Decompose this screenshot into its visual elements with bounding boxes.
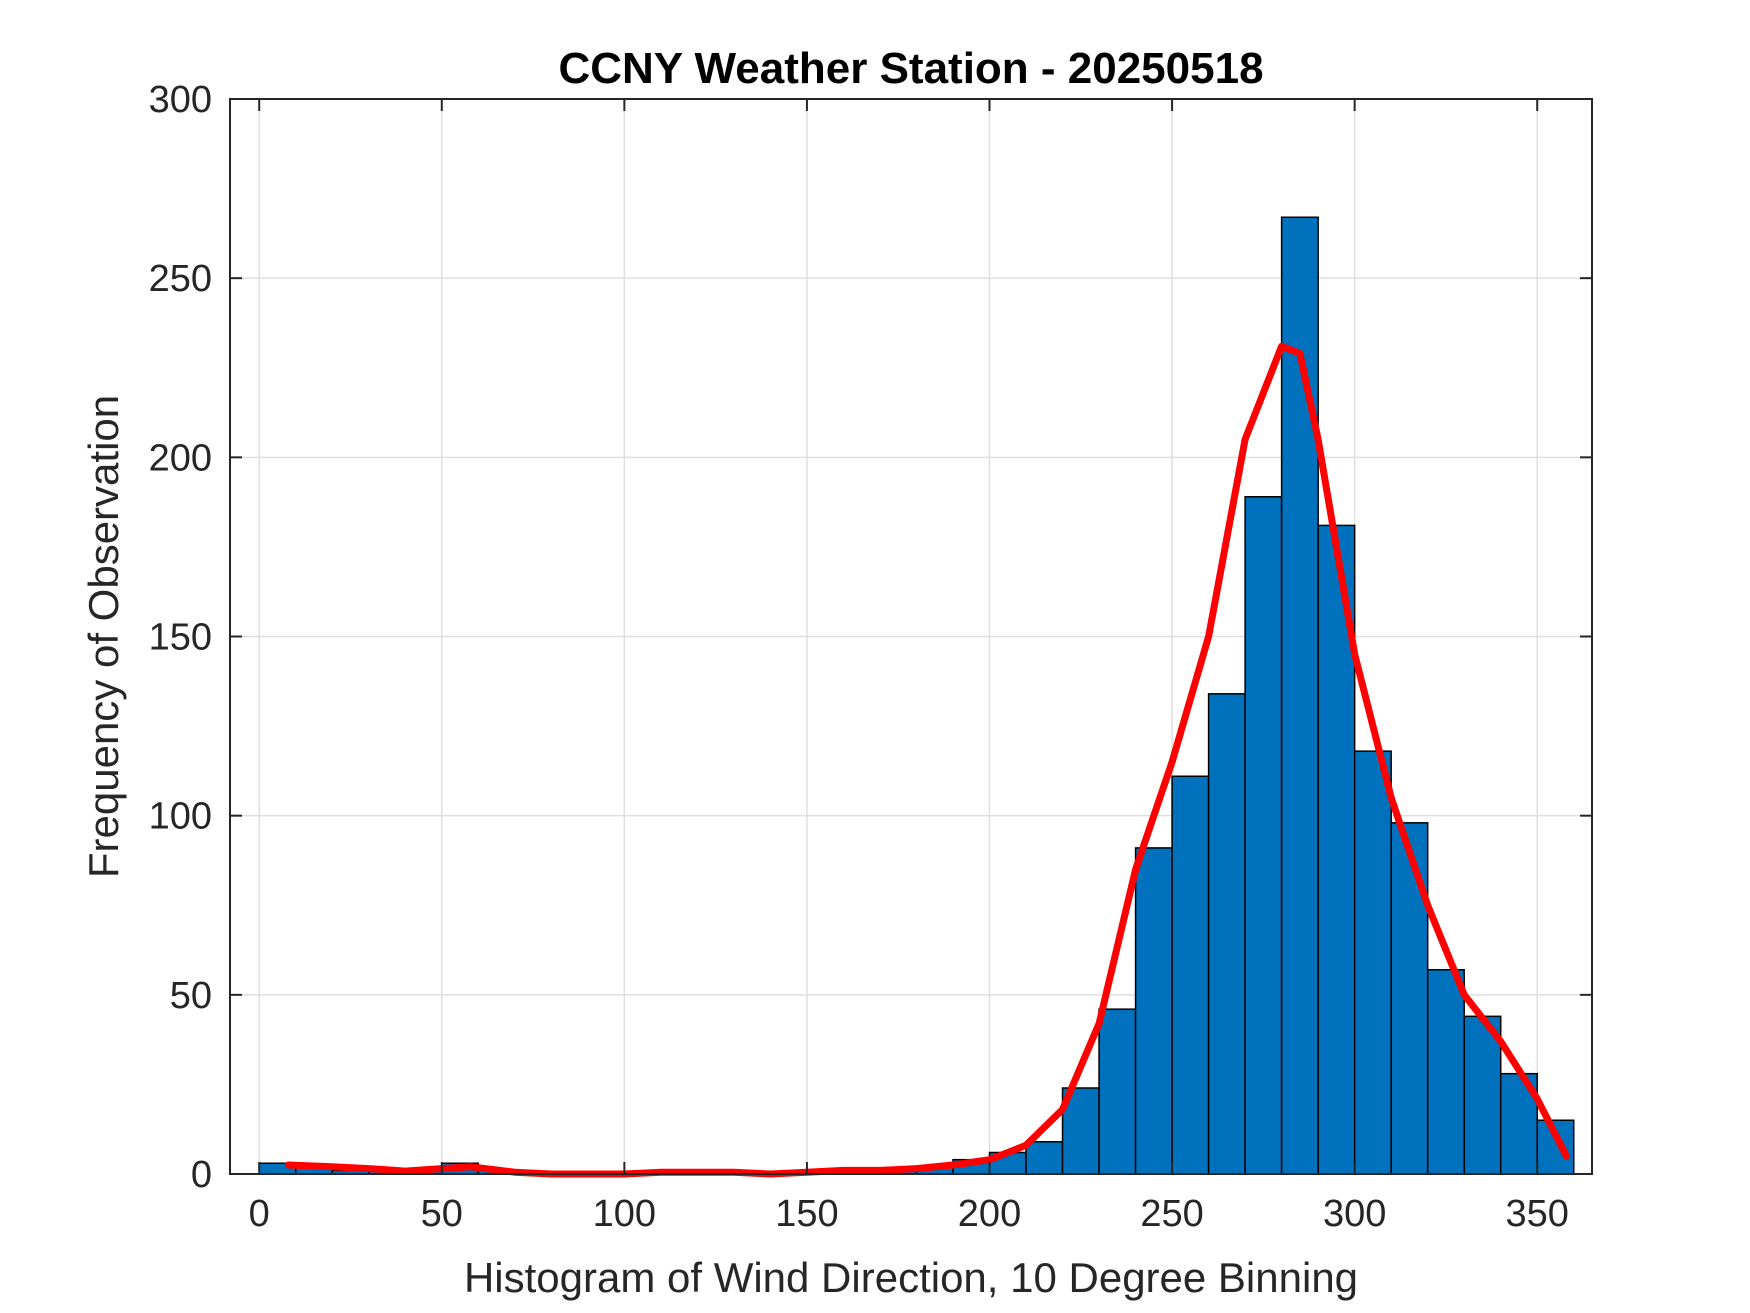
- y-axis-label: Frequency of Observation: [80, 395, 127, 878]
- chart-title: CCNY Weather Station - 20250518: [558, 44, 1263, 93]
- y-tick-label: 50: [170, 975, 212, 1017]
- histogram-bar: [1280, 216, 1319, 1175]
- histogram-bar: [1025, 1141, 1064, 1175]
- x-tick-label: 50: [421, 1193, 463, 1235]
- histogram-bar: [1463, 1015, 1502, 1175]
- grid-lines: [230, 98, 1592, 1175]
- histogram-bar: [1098, 1008, 1137, 1175]
- x-tick-label: 0: [249, 1193, 270, 1235]
- y-tick-label: 100: [149, 796, 212, 838]
- y-tick-label: 200: [149, 437, 212, 479]
- y-tick-label: 300: [149, 79, 212, 121]
- histogram-bar: [1353, 750, 1392, 1175]
- histogram-bar: [1171, 775, 1210, 1175]
- histogram-bar: [1244, 496, 1283, 1175]
- histogram-bar: [1390, 822, 1429, 1175]
- y-tick-label: 250: [149, 258, 212, 300]
- fit-line-series: [284, 342, 1570, 1178]
- fit-curve: [284, 342, 1570, 1178]
- x-axis-label: Histogram of Wind Direction, 10 Degree B…: [464, 1254, 1358, 1301]
- axis-ticks: 0 50 100 150 200 250 300 350 0 50 100 150 200 250 300: [149, 79, 1592, 1235]
- histogram-bar: [1207, 693, 1246, 1175]
- x-tick-label: 100: [593, 1193, 656, 1235]
- y-tick-label: 150: [149, 617, 212, 659]
- histogram-bar: [1426, 969, 1465, 1175]
- y-tick-label: 0: [191, 1154, 212, 1196]
- x-tick-label: 300: [1323, 1193, 1386, 1235]
- x-tick-label: 150: [775, 1193, 838, 1235]
- histogram-bar: [1134, 847, 1173, 1175]
- x-tick-label: 350: [1506, 1193, 1569, 1235]
- x-tick-label: 250: [1140, 1193, 1203, 1235]
- x-tick-label: 200: [958, 1193, 1021, 1235]
- histogram-bars: [258, 216, 1575, 1175]
